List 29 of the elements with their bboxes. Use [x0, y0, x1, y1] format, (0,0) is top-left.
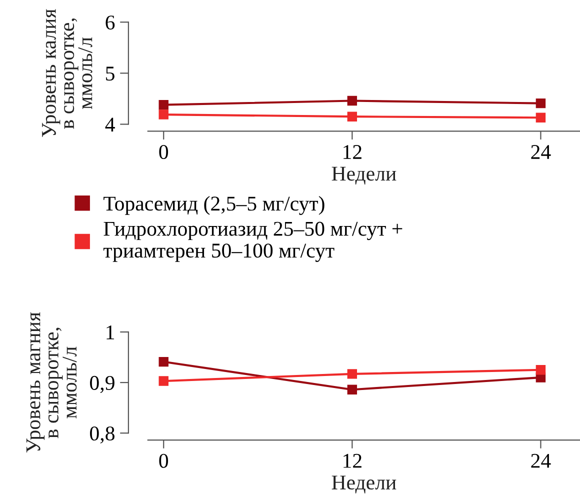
y-tick-label: 6 — [106, 16, 115, 30]
point — [347, 384, 358, 394]
point — [347, 369, 358, 379]
y-tick-label: 5 — [106, 66, 114, 81]
x-tick-label: 12 — [344, 454, 362, 468]
point — [158, 376, 168, 386]
y-tick-label: 0,8 — [90, 426, 114, 444]
point — [158, 100, 168, 110]
legend-label: Гидрохлоротиазид 25–50 мг/сут + триамтерен 50–100 мг/сут — [103, 222, 402, 262]
point — [158, 110, 168, 120]
x-axis-title: Недели — [332, 476, 396, 494]
point — [536, 98, 546, 108]
x-axis-title: Недели — [332, 166, 396, 185]
point — [536, 112, 546, 122]
point — [347, 96, 358, 106]
point — [536, 365, 546, 375]
legend-label: Торасемид (2,5–5 мг/сут) — [104, 196, 324, 215]
y-axis-title: Уровень магния в сыворотке, ммоль/л — [26, 312, 77, 453]
y-tick-label: 0,9 — [90, 376, 114, 393]
point — [347, 112, 358, 122]
x-tick-label: 0 — [159, 144, 168, 160]
point — [158, 356, 168, 367]
y-tick-label: 1 — [106, 325, 114, 340]
y-axis-title: Уровень калия в сыворотке, ммоль/л — [42, 9, 92, 137]
x-tick-label: 12 — [344, 145, 362, 159]
x-tick-label: 24 — [531, 145, 551, 159]
y-tick-label: 4 — [105, 118, 115, 132]
x-tick-label: 0 — [159, 454, 168, 468]
x-tick-label: 24 — [531, 454, 551, 468]
